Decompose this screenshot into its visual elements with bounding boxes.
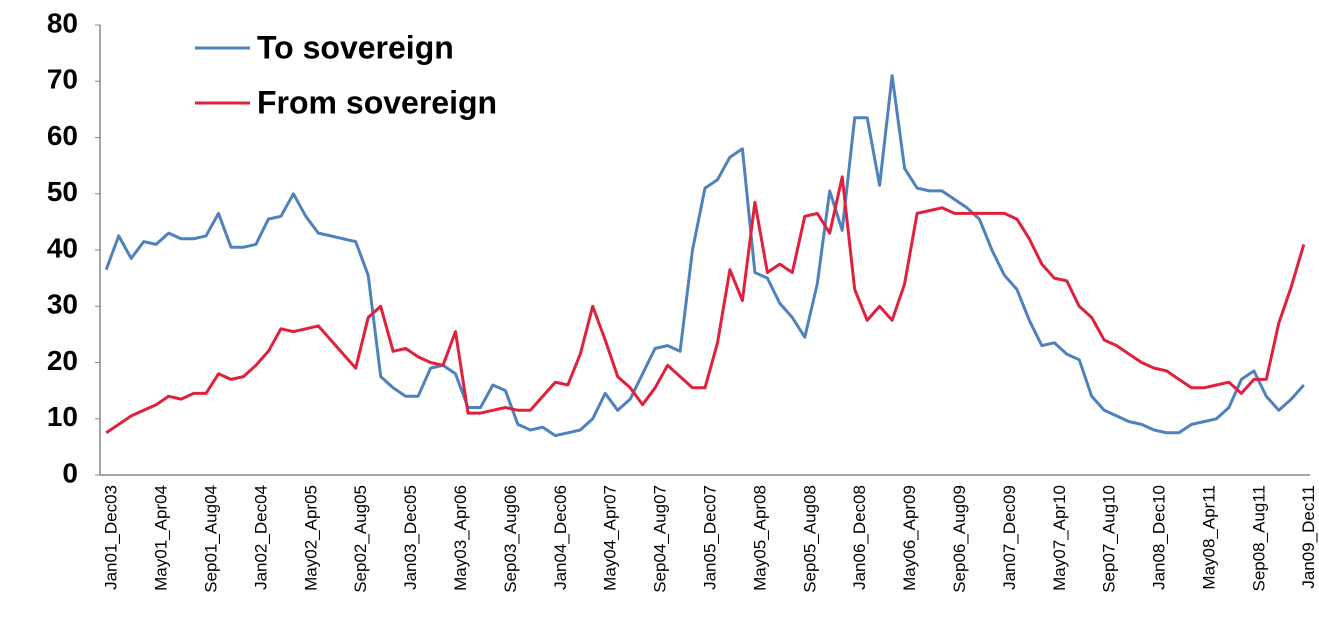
x-tick-label: Sep02_Aug05	[351, 485, 370, 593]
x-tick-label: May02_Apr05	[301, 485, 320, 591]
y-tick-label: 80	[47, 7, 78, 38]
legend-label: From sovereign	[257, 84, 497, 120]
y-tick-label: 10	[47, 401, 78, 432]
x-tick-label: Sep04_Aug07	[651, 485, 670, 593]
series-line	[105, 175, 1306, 435]
x-tick-label: Jan02_Dec04	[251, 485, 270, 590]
x-tick-label: Sep05_Aug08	[800, 485, 819, 593]
x-tick-label: Jan08_Dec10	[1150, 485, 1169, 590]
y-tick-label: 70	[47, 64, 78, 95]
x-tick-label: Jan05_Dec07	[700, 485, 719, 590]
y-tick-label: 50	[47, 176, 78, 207]
x-tick-label: May01_Apr04	[152, 485, 171, 591]
y-tick-label: 20	[47, 345, 78, 376]
series-line	[104, 74, 1305, 438]
legend-label: To sovereign	[257, 29, 454, 65]
x-tick-label: May04_Apr07	[601, 485, 620, 591]
x-tick-label: Jan06_Dec08	[850, 485, 869, 590]
x-tick-label: Sep01_Aug04	[202, 485, 221, 593]
x-tick-label: May07_Apr10	[1050, 485, 1069, 591]
x-tick-label: Jan07_Dec09	[1000, 485, 1019, 590]
x-tick-label: May05_Apr08	[750, 485, 769, 591]
x-tick-label: Sep03_Aug06	[501, 485, 520, 593]
x-tick-label: May06_Apr09	[900, 485, 919, 591]
x-tick-label: Sep06_Aug09	[950, 485, 969, 593]
x-tick-label: Sep08_Aug11	[1249, 485, 1268, 592]
y-tick-label: 40	[47, 232, 78, 263]
x-tick-label: May03_Apr06	[451, 485, 470, 591]
x-tick-label: Sep07_Aug10	[1100, 485, 1119, 593]
x-tick-label: Jan09_Dec11	[1299, 485, 1318, 589]
y-tick-label: 30	[47, 289, 78, 320]
x-tick-label: Jan01_Dec03	[102, 485, 121, 590]
x-tick-label: Jan04_Dec06	[551, 485, 570, 590]
y-tick-label: 60	[47, 120, 78, 151]
y-tick-label: 0	[62, 457, 78, 488]
x-tick-label: May08_Apr11	[1199, 485, 1218, 590]
x-tick-label: Jan03_Dec05	[401, 485, 420, 590]
